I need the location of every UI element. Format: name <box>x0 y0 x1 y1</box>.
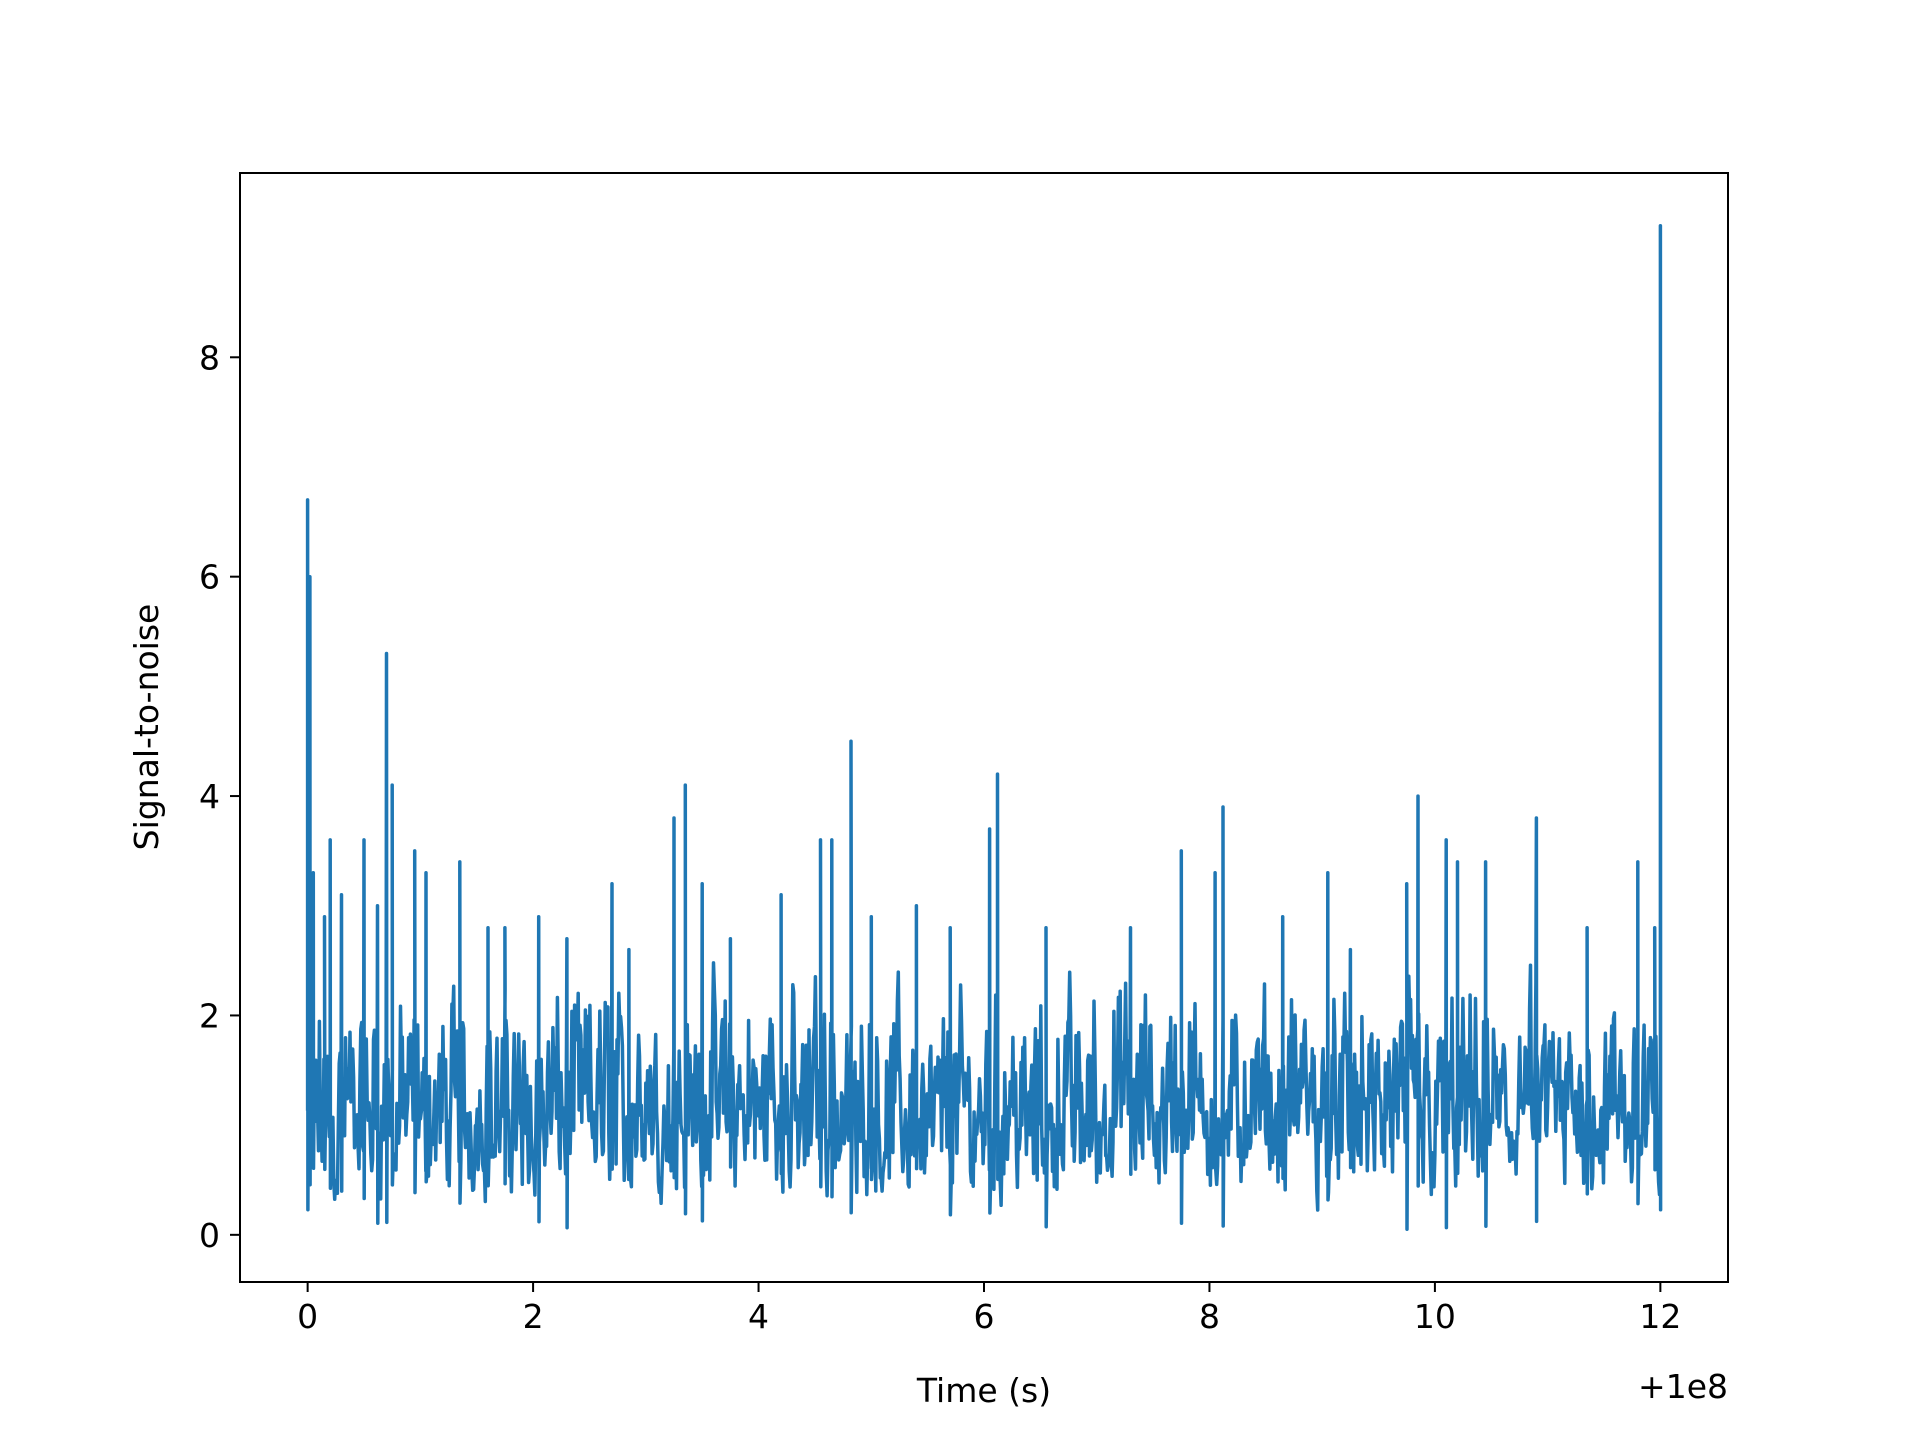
x-tick-label: 4 <box>748 1297 769 1336</box>
x-offset-label: +1e8 <box>1638 1367 1728 1406</box>
y-tick-label: 6 <box>199 558 220 597</box>
x-axis-label: Time (s) <box>916 1371 1051 1410</box>
x-tick-label: 2 <box>523 1297 544 1336</box>
plot-layer <box>305 223 1663 1231</box>
series-line <box>305 223 1663 1231</box>
x-tick-label: 8 <box>1199 1297 1220 1336</box>
y-tick-label: 8 <box>199 338 220 377</box>
y-tick-label: 4 <box>199 777 220 816</box>
ticks-layer: 0 2 4 6 8 10 12 0 2 4 6 8 <box>199 338 1681 1336</box>
x-tick-label: 6 <box>974 1297 995 1336</box>
x-tick-label: 0 <box>297 1297 318 1336</box>
y-axis-label: Signal-to-noise <box>127 604 166 851</box>
x-tick-label: 12 <box>1639 1297 1681 1336</box>
x-tick-label: 10 <box>1414 1297 1456 1336</box>
y-tick-label: 2 <box>199 996 220 1035</box>
y-tick-label: 0 <box>199 1216 220 1255</box>
